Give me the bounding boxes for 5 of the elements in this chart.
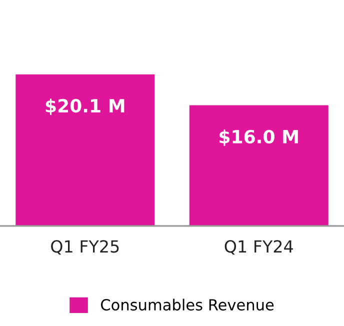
data-label: $16.0 M — [220, 130, 298, 146]
legend-label: Consumables Revenue — [100, 298, 274, 311]
data-label: $20.1 M — [46, 98, 124, 115]
x-tick-label: Q1 FY25 — [51, 240, 119, 255]
x-tick-label: Q1 FY24 — [224, 240, 293, 255]
